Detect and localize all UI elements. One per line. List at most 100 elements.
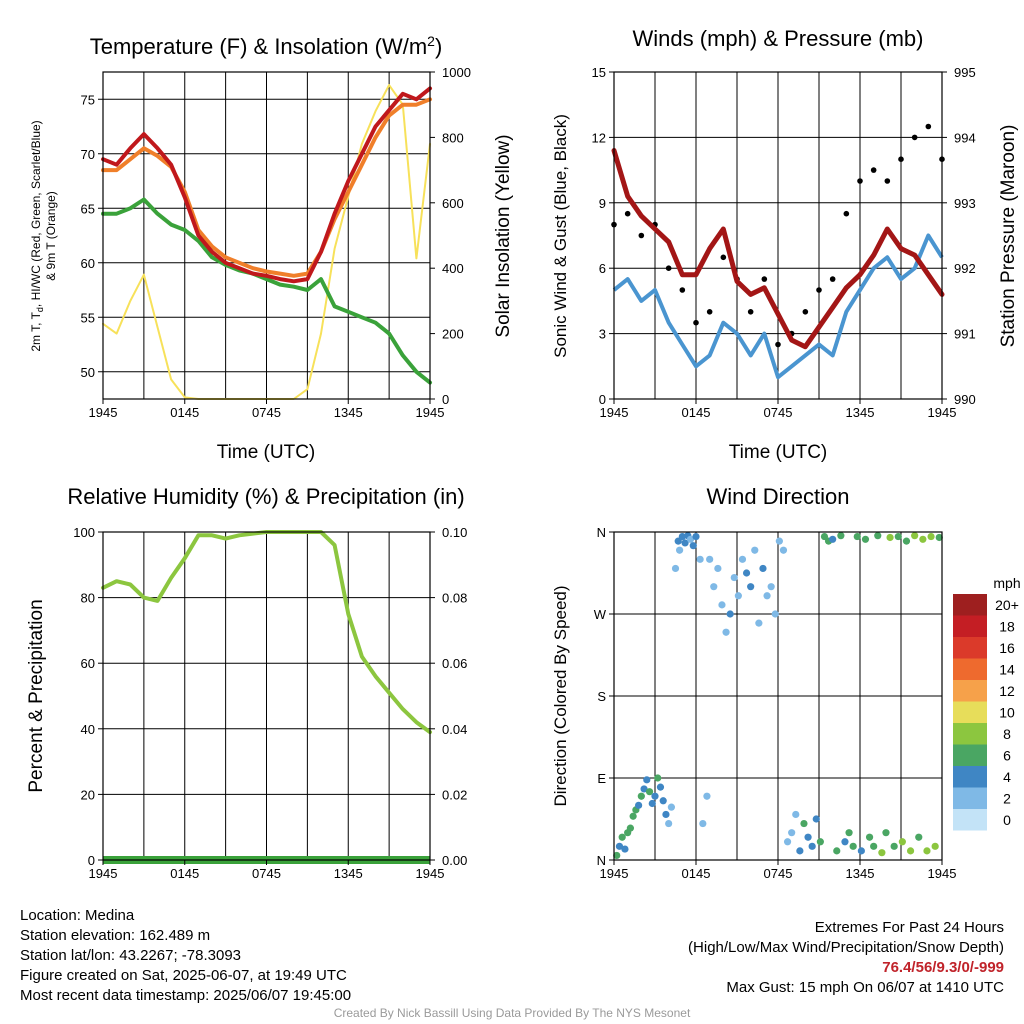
winds-gust-point	[816, 287, 822, 293]
dir-point	[703, 792, 711, 800]
dir-point	[865, 833, 874, 841]
winds-gust-point	[706, 309, 713, 315]
legend-label: 0	[1003, 812, 1011, 828]
temp-series-line-0	[101, 86, 432, 284]
legend-label: 12	[999, 683, 1015, 699]
meteogram-figure: Temperature (F) & Insolation (W/m2) 1945…	[26, 26, 1021, 881]
dir-point	[613, 851, 621, 860]
dir-point	[894, 532, 902, 541]
dir-point	[654, 774, 662, 782]
winds-y-left-tick-label: 15	[592, 65, 606, 80]
extremes-summary: Extremes For Past 24 Hours (High/Low/Max…	[688, 918, 1004, 998]
rh-y-right-tick-label: 0.02	[442, 787, 467, 802]
dir-point	[804, 833, 812, 841]
winds-y-left-tick-label: 9	[599, 196, 606, 211]
rh-x-tick-label: 0145	[170, 866, 199, 881]
dir-point	[788, 829, 796, 837]
legend-swatch	[953, 680, 987, 702]
dir-point	[783, 838, 792, 846]
dir-point	[870, 842, 878, 850]
rh-y-left-tick-label: 20	[81, 787, 95, 802]
winds-gust-point	[843, 210, 850, 217]
winds-gust-point	[884, 178, 891, 184]
dir-point	[742, 569, 751, 577]
rh-y-right-tick-label: 0.04	[442, 722, 467, 737]
temp-panel-title: Temperature (F) & Insolation (W/m2)	[90, 33, 443, 59]
dir-point	[626, 824, 635, 832]
dir-point	[645, 788, 654, 796]
dir-point	[665, 819, 673, 828]
dir-point	[829, 535, 837, 543]
legend-title: mph	[993, 575, 1020, 591]
dir-point	[706, 555, 714, 563]
dir-point	[800, 819, 808, 828]
dir-point	[796, 847, 804, 855]
winds-gust-point	[747, 309, 754, 315]
dir-point	[886, 533, 894, 542]
dir-panel-title: Wind Direction	[706, 484, 849, 509]
temp-x-tick-label: 0745	[252, 405, 281, 420]
winds-gust-point	[624, 210, 631, 217]
rh-grid	[103, 531, 430, 861]
recent-timestamp-text: Most recent data timestamp: 2025/06/07 1…	[20, 987, 352, 1004]
dir-point	[898, 838, 906, 846]
rh-ylabel-left: Percent & Precipitation	[26, 599, 47, 792]
dir-x-tick-label: 1945	[600, 866, 629, 881]
winds-gust-point	[638, 232, 645, 239]
winds-xlabel: Time (UTC)	[729, 442, 828, 463]
rh-x-tick-label: 0745	[252, 866, 281, 881]
dir-point	[911, 532, 919, 540]
dir-point	[755, 619, 763, 627]
rh-ticks: 1945 0145 0745 1345 19450204060801000.000.02…	[73, 525, 467, 881]
max-gust-text: Max Gust: 15 mph On 06/07 at 1410 UTC	[726, 979, 1004, 996]
rh-x-tick-label: 1345	[334, 866, 363, 881]
dir-point	[730, 573, 738, 582]
dir-point	[722, 628, 730, 636]
dir-point	[816, 838, 824, 846]
dir-y-left-tick-label: S	[597, 689, 606, 704]
winds-y-left-tick-label: 6	[599, 261, 606, 276]
elevation-text: Station elevation: 162.489 m	[20, 927, 211, 944]
dir-point	[718, 601, 726, 609]
winds-gust-point	[720, 254, 727, 261]
dir-point	[845, 829, 853, 837]
station-info: Location: Medina Station elevation: 162.…	[20, 906, 351, 1006]
legend-label: 20+	[995, 597, 1019, 613]
temp-ylabel-left: 2m T, Td, HI/WC (Red, Green, Scarlet/Blu…	[29, 120, 45, 351]
dir-point	[763, 592, 771, 600]
dir-point	[771, 610, 779, 618]
dir-point	[890, 842, 898, 850]
winds-y-right-tick-label: 992	[954, 261, 976, 276]
dir-y-left-tick-label: W	[594, 607, 607, 622]
legend-label: 18	[999, 619, 1015, 635]
dir-point	[812, 815, 820, 823]
dir-point	[751, 546, 759, 554]
dir-point	[643, 776, 651, 784]
temp-ticks: 1945 0145 0745 1345 1945 50 55 60 65 70 75 0 200 400 6…	[81, 65, 471, 420]
winds-gust-point	[829, 276, 836, 282]
rh-y-right-tick-label: 0.10	[442, 525, 467, 540]
dir-x-tick-label: 0145	[682, 866, 711, 881]
legend-swatch	[953, 766, 987, 788]
winds-y-right-tick-label: 990	[954, 392, 976, 407]
dir-point	[902, 537, 911, 545]
winds-sonic-wind-line	[612, 233, 944, 380]
winds-gust-point	[775, 341, 781, 348]
legend-label: 16	[999, 640, 1015, 656]
dir-point	[734, 592, 742, 600]
dir-point	[667, 803, 676, 811]
winds-ylabel-right: Station Pressure (Maroon)	[998, 125, 1019, 348]
legend-swatch	[953, 787, 987, 809]
temp-y-right-tick-label: 800	[442, 130, 464, 145]
dir-point	[659, 797, 667, 805]
extremes-subtitle: (High/Low/Max Wind/Precipitation/Snow De…	[688, 939, 1004, 956]
temp-series-line-1	[101, 97, 432, 278]
temp-y-right-tick-label: 600	[442, 196, 464, 211]
winds-y-left-tick-label: 0	[599, 392, 606, 407]
dir-point	[738, 555, 747, 563]
dir-x-tick-label: 1945	[928, 866, 957, 881]
legend-swatch	[953, 658, 987, 680]
legend-label: 6	[1003, 748, 1011, 764]
dir-point	[837, 532, 845, 540]
dir-point	[767, 583, 775, 591]
